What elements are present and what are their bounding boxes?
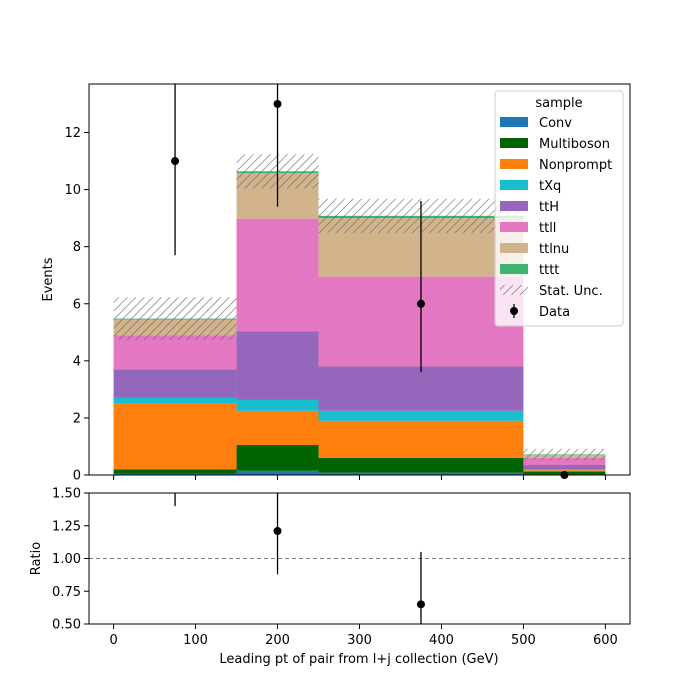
legend-label-conv: Conv bbox=[539, 116, 572, 131]
bar-conv-bin-0 bbox=[113, 473, 237, 475]
main-y-ticks: 0 2 4 6 8 10 12 bbox=[64, 126, 89, 484]
bar-multiboson-bin-2 bbox=[318, 457, 524, 473]
bar-conv-bin-2 bbox=[318, 472, 524, 475]
legend-label-nonprompt: Nonprompt bbox=[539, 158, 612, 173]
ratio-point-1 bbox=[273, 526, 282, 535]
ratio-y-tick-label: 1.00 bbox=[52, 552, 81, 567]
main-x-ticks bbox=[113, 475, 606, 480]
bar-nonprompt-bin-0 bbox=[113, 403, 237, 470]
x-tick-label: 500 bbox=[511, 633, 536, 648]
ratio-points bbox=[174, 493, 425, 624]
legend-swatch-data bbox=[510, 307, 518, 315]
bar-txq-bin-1 bbox=[236, 399, 319, 411]
legend-swatch-ttll bbox=[500, 222, 528, 232]
data-point-0 bbox=[171, 157, 180, 166]
ratio-y-ticks: 0.50 0.75 1.00 1.25 1.50 bbox=[52, 487, 89, 633]
bar-ttll-bin-0 bbox=[113, 335, 237, 370]
ratio-panel: 0.50 0.75 1.00 1.25 1.50 0 100 200 300 400 500 600… bbox=[29, 487, 631, 667]
legend-label-ttll: ttll bbox=[539, 221, 556, 236]
ratio-y-tick-label: 0.75 bbox=[52, 585, 81, 600]
x-tick-label: 600 bbox=[593, 633, 618, 648]
main-y-tick-label: 2 bbox=[73, 411, 81, 426]
bar-multiboson-bin-1 bbox=[236, 445, 319, 471]
ratio-x-ticks: 0 100 200 300 400 500 600 bbox=[109, 624, 618, 648]
main-y-tick-label: 10 bbox=[64, 183, 81, 198]
bar-conv-bin-1 bbox=[236, 470, 319, 475]
stat-unc-band-bin-3 bbox=[523, 448, 606, 461]
main-y-tick-label: 6 bbox=[73, 297, 81, 312]
stat-unc-band-bin-0 bbox=[113, 297, 237, 341]
ratio-y-tick-label: 0.50 bbox=[52, 618, 81, 633]
legend-swatch-tth bbox=[500, 201, 528, 211]
bar-nonprompt-bin-1 bbox=[236, 410, 319, 446]
main-y-tick-label: 0 bbox=[73, 469, 81, 484]
data-points bbox=[171, 84, 569, 479]
data-point-2 bbox=[416, 299, 425, 308]
main-y-tick-label: 8 bbox=[73, 240, 81, 255]
legend-label-ttlnu: ttlnu bbox=[539, 242, 569, 257]
data-point-1 bbox=[273, 99, 282, 108]
x-tick-label: 300 bbox=[347, 633, 372, 648]
main-panel: 0 2 4 6 8 10 12 Events bbox=[41, 83, 631, 484]
bar-ttll-bin-3 bbox=[523, 457, 606, 466]
main-y-axis-label: Events bbox=[41, 257, 56, 301]
bar-txq-bin-0 bbox=[113, 397, 237, 404]
ratio-y-tick-label: 1.25 bbox=[52, 519, 81, 534]
main-y-tick-label: 4 bbox=[73, 354, 81, 369]
ratio-axes-frame bbox=[88, 492, 631, 625]
bar-nonprompt-bin-2 bbox=[318, 420, 524, 458]
ratio-point-2 bbox=[416, 600, 425, 609]
legend-swatch-multiboson bbox=[500, 138, 528, 148]
legend-label-tth: ttH bbox=[539, 200, 559, 215]
legend-swatch-stat-unc bbox=[500, 285, 528, 295]
legend-swatch-txq bbox=[500, 180, 528, 190]
legend: sample Conv Multiboson Nonprompt tXq ttH ttll… bbox=[494, 90, 624, 327]
bar-txq-bin-3 bbox=[523, 469, 606, 471]
legend-label-multiboson: Multiboson bbox=[539, 137, 610, 152]
legend-swatch-conv bbox=[500, 117, 528, 127]
legend-label-data: Data bbox=[539, 305, 570, 320]
x-tick-label: 0 bbox=[109, 633, 117, 648]
legend-swatch-ttlnu bbox=[500, 243, 528, 253]
bar-tth-bin-1 bbox=[236, 331, 319, 400]
ratio-y-axis-label: Ratio bbox=[29, 542, 44, 575]
x-axis-label: Leading pt of pair from l+j collection (… bbox=[219, 652, 498, 667]
legend-label-tttt: tttt bbox=[539, 263, 559, 278]
legend-swatch-tttt bbox=[500, 264, 528, 274]
main-y-tick-label: 12 bbox=[64, 126, 81, 141]
bar-nonprompt-bin-3 bbox=[523, 470, 606, 472]
legend-swatch-nonprompt bbox=[500, 159, 528, 169]
ratio-y-tick-label: 1.50 bbox=[52, 487, 81, 502]
x-tick-label: 100 bbox=[183, 633, 208, 648]
bar-tth-bin-0 bbox=[113, 369, 237, 398]
x-tick-label: 400 bbox=[429, 633, 454, 648]
bar-tth-bin-2 bbox=[318, 366, 524, 411]
legend-label-stat-unc: Stat. Unc. bbox=[539, 284, 603, 299]
x-tick-label: 200 bbox=[265, 633, 290, 648]
bar-ttll-bin-1 bbox=[236, 218, 319, 332]
legend-label-txq: tXq bbox=[539, 179, 561, 194]
legend-title: sample bbox=[535, 96, 582, 111]
bar-multiboson-bin-0 bbox=[113, 469, 237, 474]
bar-txq-bin-2 bbox=[318, 410, 524, 421]
bar-tth-bin-3 bbox=[523, 465, 606, 470]
